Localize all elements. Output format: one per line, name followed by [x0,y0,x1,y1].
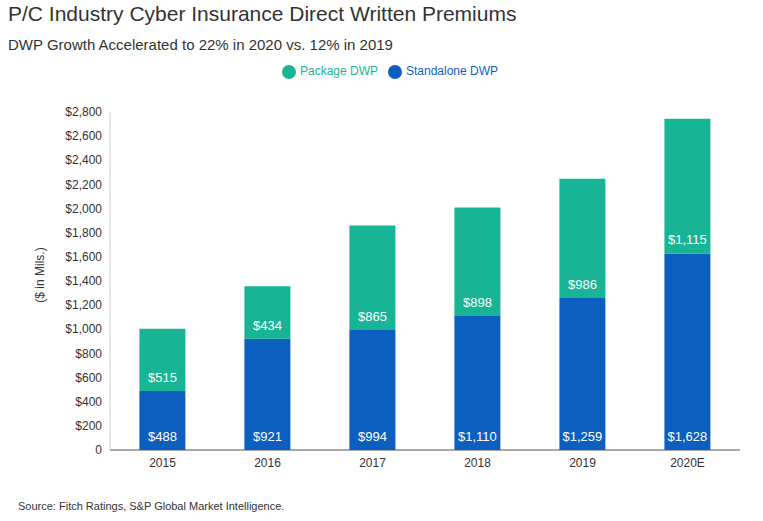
html-text:Standalone DWP: Standalone DWP [406,64,498,78]
svg-text:$1,800: $1,800 [65,226,102,240]
html-text:Package DWP: Package DWP [300,64,378,78]
svg-text:2019: 2019 [569,456,596,470]
svg-text:$515: $515 [148,370,177,385]
svg-text:$2,000: $2,000 [65,202,102,216]
svg-text:2020E: 2020E [670,456,705,470]
svg-text:$1,200: $1,200 [65,298,102,312]
html-text:($ in Mils.): ($ in Mils.) [33,247,47,303]
svg-text:$2,400: $2,400 [65,153,102,167]
svg-text:0: 0 [95,443,102,457]
svg-text:$1,400: $1,400 [65,274,102,288]
svg-text:$1,259: $1,259 [563,429,603,444]
svg-text:$2,200: $2,200 [65,178,102,192]
svg-text:$400: $400 [75,395,102,409]
html-text:DWP Growth Accelerated to 22%: DWP Growth Accelerated to 22% in 2020 vs… [8,36,393,53]
svg-text:2016: 2016 [254,456,281,470]
svg-text:$921: $921 [253,429,282,444]
svg-text:$1,628: $1,628 [668,429,708,444]
svg-text:$1,115: $1,115 [668,232,707,247]
svg-text:$1,000: $1,000 [65,322,102,336]
svg-text:$600: $600 [75,371,102,385]
svg-text:$865: $865 [358,309,387,324]
svg-text:$994: $994 [358,429,387,444]
svg-text:2015: 2015 [149,456,176,470]
svg-text:2018: 2018 [464,456,491,470]
svg-text:$986: $986 [568,277,597,292]
svg-text:2017: 2017 [359,456,386,470]
svg-text:$800: $800 [75,347,102,361]
svg-text:$2,800: $2,800 [65,105,102,119]
svg-text:$1,110: $1,110 [458,429,497,444]
svg-text:$488: $488 [148,429,177,444]
svg-text:$898: $898 [463,295,492,310]
svg-text:$2,600: $2,600 [65,129,102,143]
html-text:Source: Fitch Ratings, S&P Glo: Source: Fitch Ratings, S&P Global Market… [18,500,285,512]
svg-text:$1,600: $1,600 [65,250,102,264]
svg-text:$200: $200 [75,419,102,433]
svg-text:$434: $434 [253,318,282,333]
html-text:P/C Industry Cyber Insurance D: P/C Industry Cyber Insurance Direct Writ… [8,2,517,25]
